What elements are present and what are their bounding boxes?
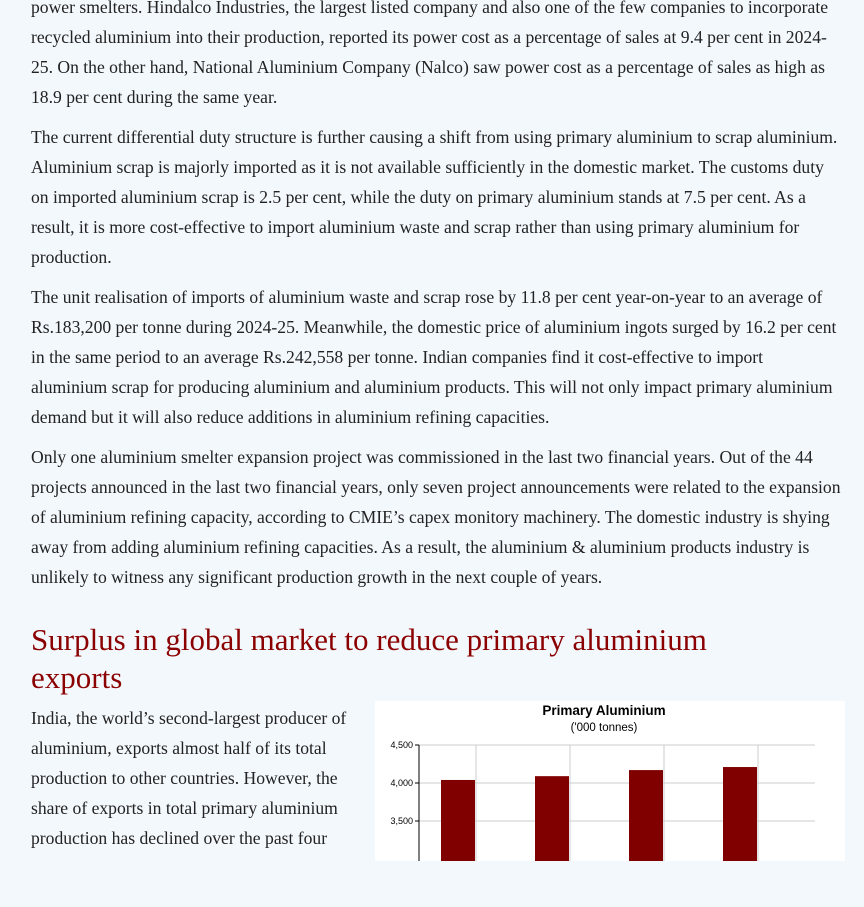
paragraph: India, the world’s second-largest produc… [31, 708, 347, 848]
paragraph: Only one aluminium smelter expansion pro… [31, 447, 841, 587]
section-heading: Surplus in global market to reduce prima… [31, 622, 707, 695]
primary-aluminium-chart: Primary Aluminium ('000 tonnes) 3,500 4,0… [375, 701, 845, 901]
y-tick-label: 4,500 [390, 740, 413, 750]
bar [629, 770, 663, 901]
y-tick-label: 3,500 [390, 816, 413, 826]
bar [441, 779, 475, 901]
bar [535, 776, 569, 901]
y-tick-label: 4,000 [390, 778, 413, 788]
chart-svg: Primary Aluminium ('000 tonnes) 3,500 4,0… [390, 703, 815, 901]
article-body: power smelters. Hindalco Industries, the… [31, 0, 845, 901]
paragraph: The current differential duty structure … [31, 127, 838, 267]
paragraph: power smelters. Hindalco Industries, the… [31, 0, 829, 107]
chart-subtitle: ('000 tonnes) [571, 722, 638, 734]
chart-title: Primary Aluminium [542, 703, 665, 718]
bar [723, 767, 757, 901]
paragraph: The unit realisation of imports of alumi… [31, 287, 837, 427]
